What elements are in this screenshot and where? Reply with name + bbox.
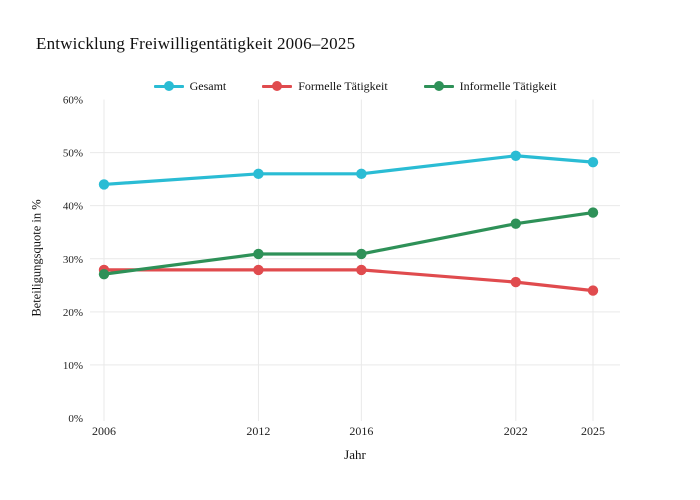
data-point xyxy=(98,179,110,190)
chart-title: Entwicklung Freiwilligentätigkeit 2006–2… xyxy=(36,34,356,53)
data-point xyxy=(253,264,264,276)
legend-label: Formelle Tätigkeit xyxy=(298,78,388,93)
legend-item-informelle-t-tigkeit[interactable]: Informelle Tätigkeit xyxy=(423,78,557,94)
x-tick-label: 2012 xyxy=(246,424,270,438)
legend-line-dot-icon xyxy=(153,81,184,91)
data-point xyxy=(253,248,264,260)
legend-label: Gesamt xyxy=(189,78,227,93)
data-point xyxy=(356,248,367,260)
legend-item-gesamt[interactable]: Gesamt xyxy=(153,78,227,94)
y-tick-label: 60% xyxy=(63,95,83,107)
data-point xyxy=(356,264,367,276)
y-tick-label: 40% xyxy=(63,201,83,213)
legend-label: Informelle Tätigkeit xyxy=(459,78,557,93)
legend-line-dot-icon xyxy=(423,81,454,91)
x-tick-label: 2006 xyxy=(92,424,116,438)
y-tick-label: 50% xyxy=(63,148,83,160)
data-point xyxy=(253,168,264,180)
x-tick-label: 2022 xyxy=(504,424,528,438)
data-point xyxy=(587,156,599,168)
y-tick-label: 30% xyxy=(63,254,83,266)
series-line-gesamt xyxy=(102,154,595,187)
x-tick-label: 2025 xyxy=(581,424,605,438)
legend-item-formelle-t-tigkeit[interactable]: Formelle Tätigkeit xyxy=(262,78,388,94)
x-axis-title: Jahr xyxy=(344,447,366,462)
data-point xyxy=(587,285,599,296)
legend-line-dot-icon xyxy=(262,81,293,91)
data-point xyxy=(510,150,521,161)
legend: Gesamt Formelle Tätigkeit Informelle Tätig… xyxy=(90,78,620,94)
data-point xyxy=(98,268,110,280)
y-tick-label: 10% xyxy=(63,360,83,372)
data-point xyxy=(587,207,599,218)
y-axis-title: Beteiligungsquote in % xyxy=(29,199,44,317)
y-tick-label: 0% xyxy=(68,413,83,425)
data-point xyxy=(356,168,367,180)
data-point xyxy=(510,218,521,229)
data-point xyxy=(510,276,521,288)
x-tick-label: 2016 xyxy=(349,424,373,438)
y-tick-label: 20% xyxy=(63,307,83,319)
